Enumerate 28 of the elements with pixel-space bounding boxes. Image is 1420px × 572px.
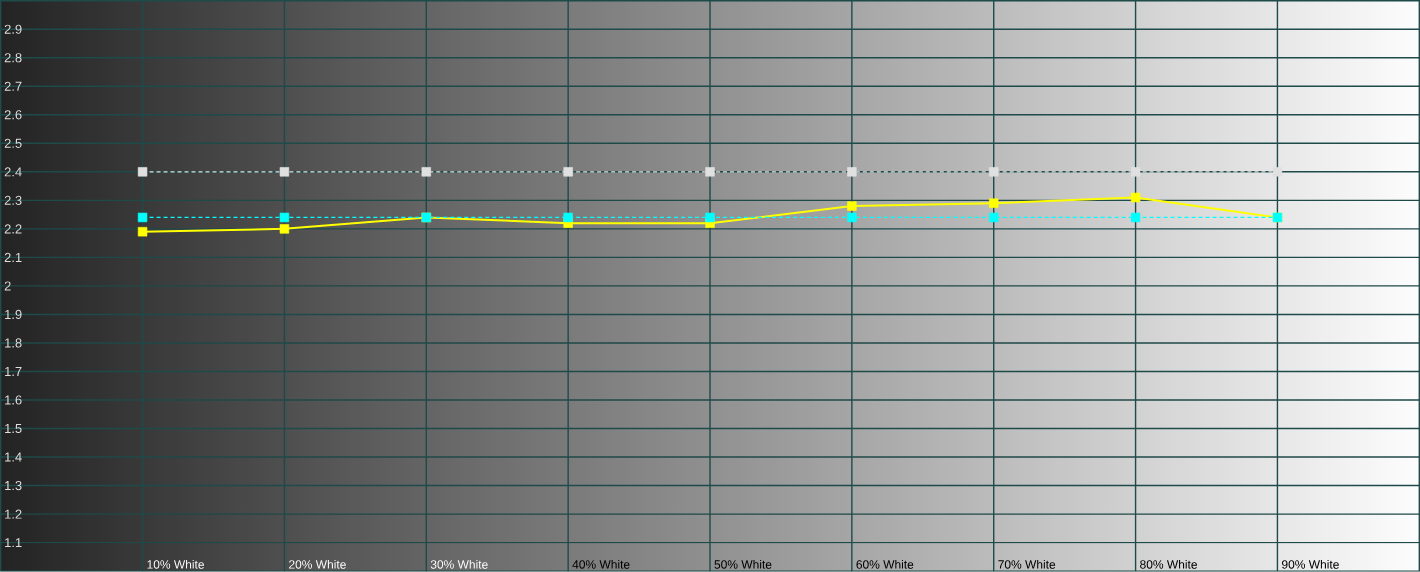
y-tick-label: 2.1 [4,252,22,262]
y-tick-label: 2.9 [4,24,22,34]
x-tick-label: 30% White [430,559,488,569]
x-tick-label: 10% White [147,559,204,569]
y-tick-label: 1.4 [5,452,22,462]
y-tick-label: 2.8 [4,53,22,63]
y-tick-label: 2.3 [4,195,22,206]
x-tick-label: 80% White [1140,559,1197,569]
y-tick-label: 1.5 [5,424,22,434]
x-tick-label: 90% White [1282,559,1339,569]
x-tick-label: 20% White [289,559,346,569]
y-tick-label: 1.9 [5,309,22,320]
y-tick-label: 2.6 [4,110,22,120]
y-tick-label: 1.1 [5,538,22,548]
y-tick-label: 1.6 [5,395,22,405]
x-tick-label: 40% White [572,559,630,569]
y-tick-label: 1.3 [5,481,22,491]
y-tick-label: 2.7 [4,81,22,91]
y-tick-label: 2 [4,281,11,291]
y-tick-label: 1.2 [5,509,22,519]
x-tick-label: 70% White [998,559,1056,569]
y-tick-label: 2.4 [4,167,22,177]
y-tick-label: 1.7 [5,367,22,377]
y-tick-label: 2.5 [4,138,22,148]
y-tick-label: 1.8 [5,338,22,348]
x-tick-label: 50% White [714,559,772,569]
y-tick-label: 2.2 [4,224,22,234]
x-tick-label: 60% White [856,559,914,569]
